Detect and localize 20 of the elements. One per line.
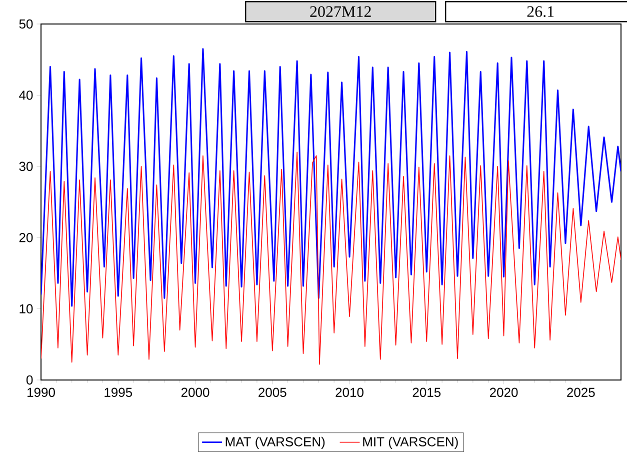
text: 26.1 [527, 6, 554, 17]
y-tick-label: 50 [19, 19, 33, 29]
x-tick-label: 1995 [104, 388, 132, 397]
legend-label: MIT (VARSCEN) [363, 436, 458, 449]
y-tick-label: 30 [19, 162, 33, 171]
x-tick-label: 2020 [490, 388, 518, 397]
x-tick-label: 2015 [412, 388, 441, 397]
x-tick-label: 2000 [181, 388, 210, 397]
x-tick-label: 2005 [258, 388, 286, 397]
legend-label: MAT (VARSCEN) [226, 436, 325, 449]
text: 2027M12 [310, 6, 371, 17]
y-tick-label: 10 [20, 304, 33, 314]
line-series [41, 152, 621, 365]
x-tick-label: 2010 [336, 388, 364, 397]
line-series [41, 48, 621, 307]
y-tick-label: 0 [26, 375, 33, 385]
x-tick-label: 2025 [567, 388, 595, 397]
y-tick-label: 20 [19, 232, 33, 242]
x-tick-label: 1990 [28, 388, 55, 397]
y-tick-label: 40 [19, 90, 33, 100]
